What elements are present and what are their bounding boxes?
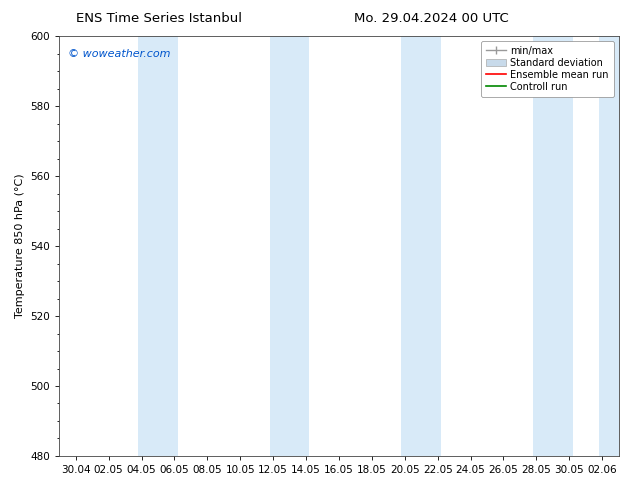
- Bar: [533, 36, 573, 456]
- Text: © woweather.com: © woweather.com: [68, 49, 170, 59]
- Bar: [270, 36, 309, 456]
- Legend: min/max, Standard deviation, Ensemble mean run, Controll run: min/max, Standard deviation, Ensemble me…: [481, 41, 614, 97]
- Y-axis label: Temperature 850 hPa (°C): Temperature 850 hPa (°C): [15, 174, 25, 318]
- Bar: [138, 36, 178, 456]
- Text: Mo. 29.04.2024 00 UTC: Mo. 29.04.2024 00 UTC: [354, 12, 508, 25]
- Bar: [401, 36, 441, 456]
- Bar: [599, 36, 634, 456]
- Text: ENS Time Series Istanbul: ENS Time Series Istanbul: [75, 12, 242, 25]
